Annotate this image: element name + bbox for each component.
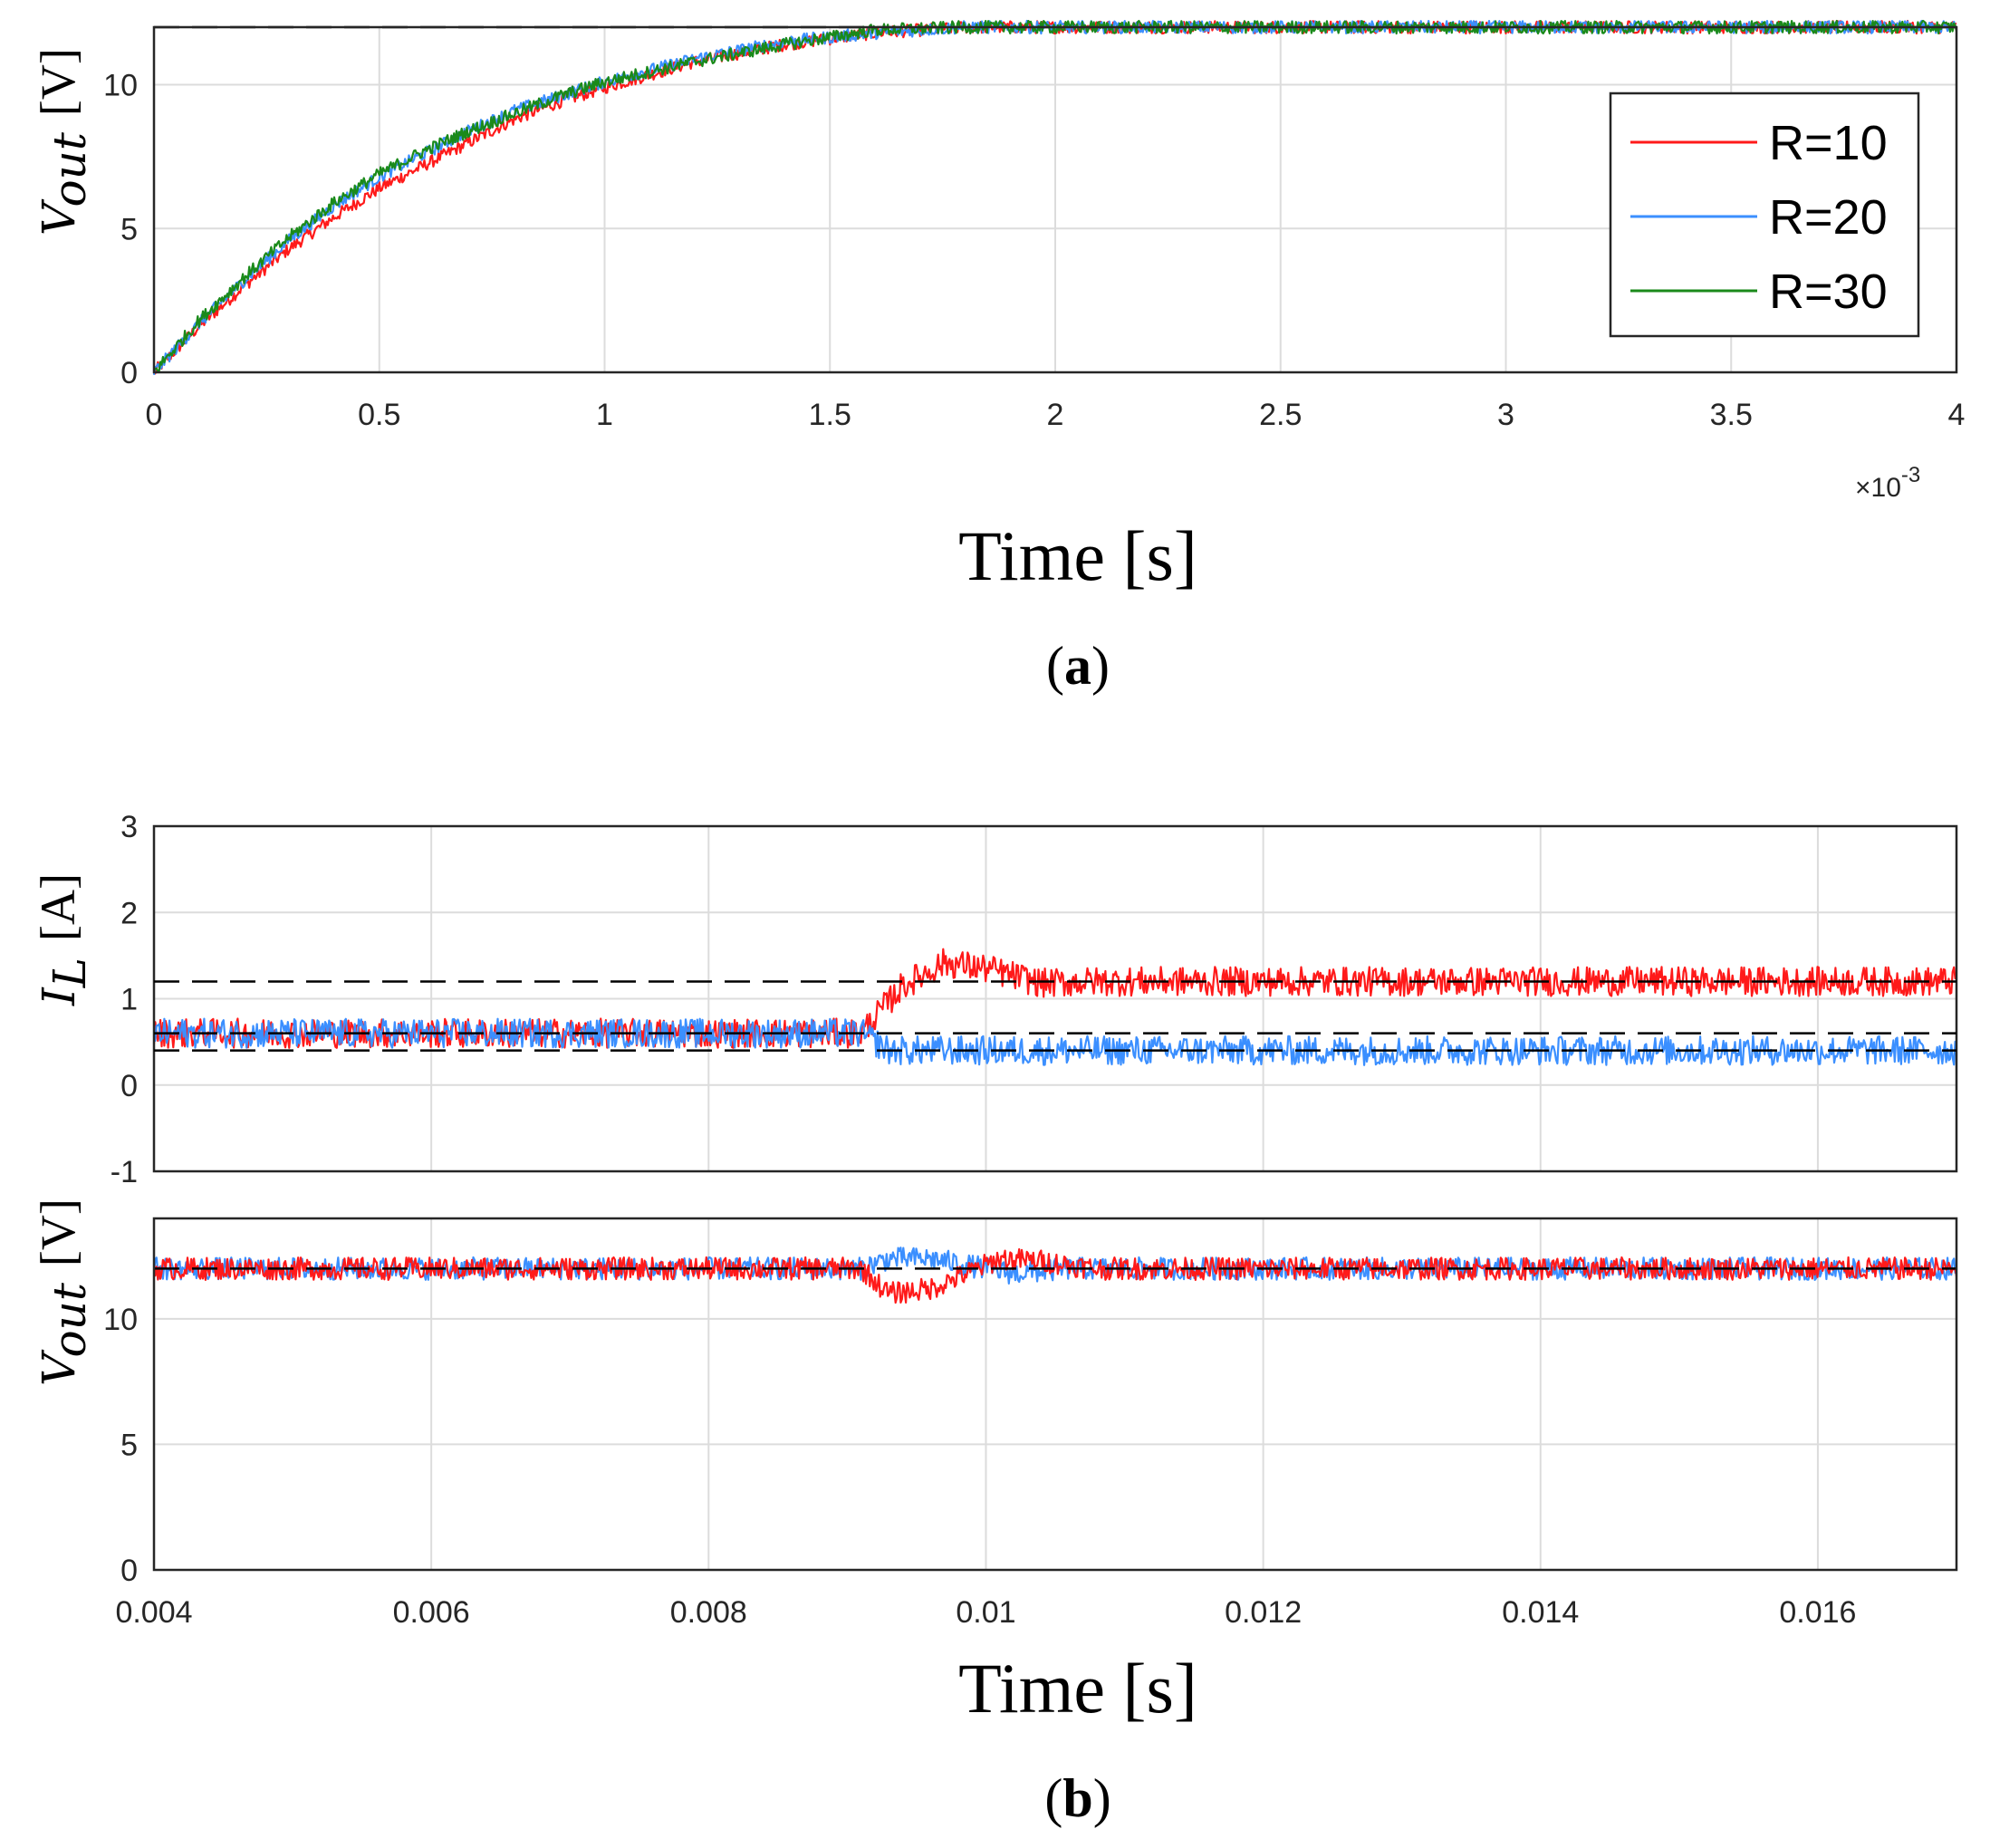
panel-a-legend: R=10 R=20 R=30 — [1609, 91, 1920, 338]
y-tick-label: 1 — [120, 983, 138, 1017]
legend-label-r30: R=30 — [1769, 265, 1888, 319]
x-tick-label: 3.5 — [1710, 398, 1753, 432]
panel-a-frame — [152, 25, 1958, 374]
x-tick-label: 0.012 — [1225, 1595, 1302, 1630]
series-r10-line — [152, 1247, 1958, 1304]
panel-b-x-axis-label: Time [s] — [958, 1649, 1197, 1728]
panel-b-current-reference-lines — [154, 980, 1956, 1052]
series-r20-line — [152, 1017, 1958, 1066]
x-tick-label: 0.01 — [956, 1595, 1015, 1630]
panel-b-current-y-axis-label: IL[A] — [31, 873, 96, 1006]
x-tick-label: 0.006 — [393, 1595, 470, 1630]
x-tick-label: 2 — [1047, 398, 1064, 432]
panel-b-current-traces — [152, 948, 1958, 1066]
panel-b-current-frame — [152, 824, 1958, 1173]
x-tick-label: 0 — [146, 398, 163, 432]
y-tick-label: 0 — [120, 356, 138, 390]
panel-b-voltage-frame — [152, 1217, 1958, 1572]
legend-box — [1609, 91, 1920, 338]
panel-a-x-scale-factor: ×10-3 — [1855, 463, 1920, 503]
panel-a-y-axis-label: Vout[V] — [31, 48, 96, 236]
y-tick-label: 2 — [120, 896, 138, 930]
panel-a-y-tick-labels: 0 5 10 — [103, 69, 138, 391]
panel-b-caption: (b) — [1044, 1768, 1110, 1828]
y-tick-label: 0 — [120, 1069, 138, 1103]
y-tick-label: 5 — [120, 1428, 138, 1462]
x-tick-label: 0.014 — [1502, 1595, 1579, 1630]
panel-a-x-tick-labels: 0 0.5 1 1.5 2 2.5 3 3.5 4 — [146, 398, 1966, 432]
x-tick-label: 2.5 — [1259, 398, 1302, 432]
y-tick-label: 10 — [103, 1303, 138, 1337]
panel-a-plot: 0 0.5 1 1.5 2 2.5 3 3.5 4 0 5 10 ×10-3 Vout[V] Tim… — [31, 19, 1966, 696]
y-tick-label: 10 — [103, 69, 138, 103]
x-tick-label: 0.016 — [1779, 1595, 1856, 1630]
y-tick-label: 0 — [120, 1554, 138, 1588]
x-tick-label: 1 — [596, 398, 613, 432]
panel-b-voltage-x-tick-labels: 0.004 0.006 0.008 0.01 0.012 0.014 0.016 — [115, 1595, 1856, 1630]
panel-a-caption: (a) — [1046, 636, 1110, 696]
legend-label-r20: R=20 — [1769, 190, 1888, 245]
y-tick-label: 5 — [120, 212, 138, 246]
panel-b-voltage-plot: 0.004 0.006 0.008 0.01 0.012 0.014 0.016 0510 … — [31, 1198, 1958, 1828]
panel-b-voltage-y-tick-labels: 0 5 10 — [103, 1303, 138, 1588]
y-tick-label: -1 — [111, 1155, 138, 1189]
y-tick-label: 3 — [120, 810, 138, 844]
panel-b-voltage-y-axis-label: Vout[V] — [31, 1198, 96, 1386]
panel-a-x-axis-label: Time [s] — [958, 516, 1197, 595]
x-tick-label: 0.008 — [670, 1595, 747, 1630]
panel-b-current-y-tick-labels: -1 0 1 2 3 — [111, 810, 138, 1189]
x-tick-label: 4 — [1948, 398, 1966, 432]
x-tick-label: 1.5 — [809, 398, 851, 432]
panel-b-current-plot: -1 0 1 2 3 IL[A] — [31, 810, 1958, 1189]
x-tick-label: 0.5 — [358, 398, 400, 432]
legend-label-r10: R=10 — [1769, 116, 1888, 170]
x-tick-label: 3 — [1497, 398, 1514, 432]
panel-b-voltage-traces — [152, 1246, 1958, 1304]
series-r30-line — [153, 19, 1958, 372]
panel-b-current-grid — [153, 825, 1956, 1172]
x-tick-label: 0.004 — [115, 1595, 192, 1630]
